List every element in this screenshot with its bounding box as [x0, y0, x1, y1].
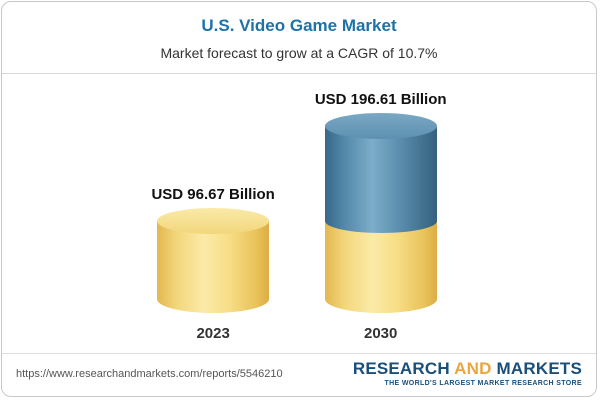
- cylinder-2030-top-cap: [324, 112, 437, 139]
- cylinder-2030: [324, 112, 437, 313]
- logo-word-markets: MARKETS: [496, 358, 582, 378]
- cylinder-2023-top-cap: [157, 207, 270, 234]
- value-label-2023: USD 96.67 Billion: [151, 185, 275, 203]
- category-label-2030: 2030: [364, 324, 398, 342]
- logo-wordmark: RESEARCH AND MARKETS: [352, 358, 582, 379]
- chart-title: U.S. Video Game Market: [201, 16, 397, 35]
- research-and-markets-logo: RESEARCH AND MARKETS THE WORLD'S LARGEST…: [352, 358, 582, 388]
- chart-area: USD 96.67 Billion 2023 USD 196.61 Billio…: [2, 74, 596, 353]
- cylinder-2023: [157, 207, 270, 313]
- bar-group-2023: USD 96.67 Billion 2023: [151, 186, 274, 343]
- chart-subtitle: Market forecast to grow at a CAGR of 10.…: [160, 45, 438, 61]
- logo-tagline: THE WORLD'S LARGEST MARKET RESEARCH STOR…: [384, 380, 582, 388]
- logo-word-and: AND: [454, 358, 492, 378]
- chart-header: U.S. Video Game Market Market forecast t…: [2, 2, 596, 73]
- segment-2030-growth: [324, 112, 437, 233]
- value-label-2030: USD 196.61 Billion: [314, 90, 447, 108]
- bar-group-2030: USD 196.61 Billion 2030: [315, 91, 447, 343]
- report-url: https://www.researchandmarkets.com/repor…: [16, 367, 283, 380]
- footer: https://www.researchandmarkets.com/repor…: [2, 352, 596, 396]
- category-label-2023: 2023: [196, 324, 230, 342]
- segment-2030-base: [324, 220, 437, 313]
- header-divider: [2, 73, 596, 74]
- logo-word-research: RESEARCH: [352, 358, 450, 378]
